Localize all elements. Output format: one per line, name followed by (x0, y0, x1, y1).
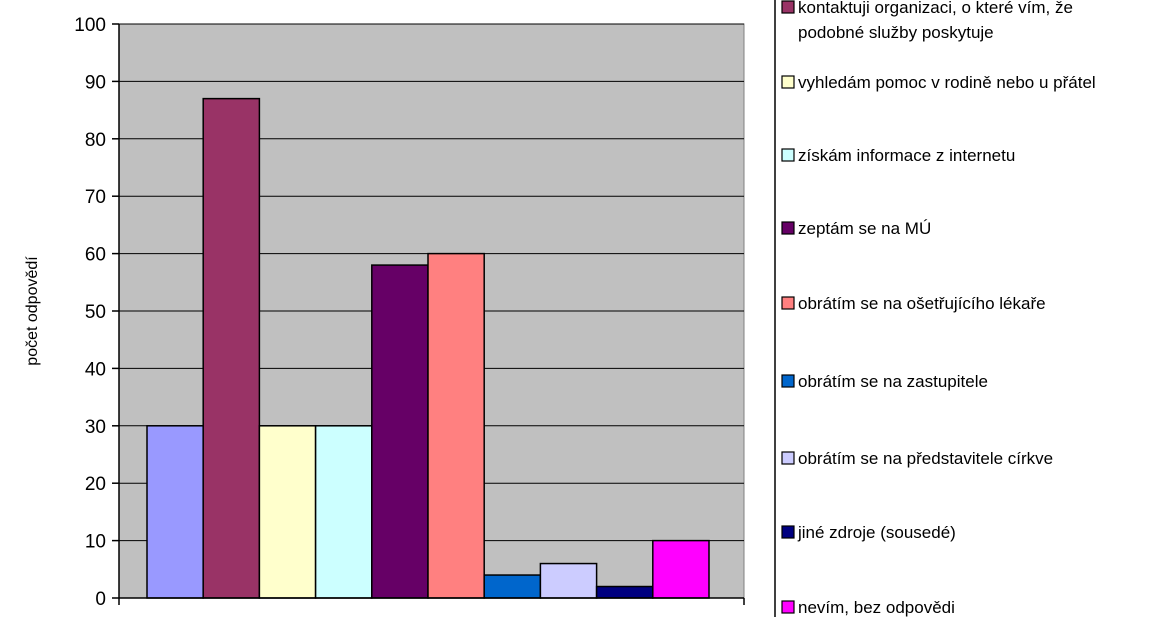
bar-10 (652, 539, 710, 599)
legend-label-2: vyhledám pomoc v rodině nebo u přátel (798, 73, 1096, 92)
bar-1 (146, 425, 204, 599)
legend-swatch-7 (781, 451, 795, 465)
y-tick-label-100: 100 (74, 15, 106, 36)
bar-2 (202, 97, 261, 599)
legend-label-6: obrátím se na zastupitele (798, 372, 988, 391)
legend-swatch-8 (781, 525, 795, 539)
bar-3 (258, 425, 317, 599)
y-tick-label-70: 70 (85, 187, 106, 208)
legend-swatch-1 (781, 0, 795, 14)
axes: 0 10 20 30 40 50 60 70 80 90 100 počet odpovědí (24, 15, 745, 610)
legend-label-7: obrátím se na představitele církve (798, 449, 1053, 468)
legend-label-4: zeptám se na MÚ (798, 219, 931, 238)
bar-6 (427, 252, 485, 599)
legend-label-5: obrátím se na ošetřujícího lékaře (798, 294, 1046, 313)
legend-label-1: kontaktuji organizaci, o které vím, že po… (798, 0, 1073, 42)
bar-8 (539, 562, 598, 599)
bar-5 (371, 264, 429, 599)
y-tick-label-10: 10 (85, 532, 106, 553)
legend-swatch-5 (781, 296, 795, 310)
legend-swatch-3 (781, 148, 795, 162)
legend-label-8: jiné zdroje (sousedé) (797, 523, 956, 542)
y-tick-label-80: 80 (85, 130, 106, 151)
legend-swatch-4 (781, 221, 795, 235)
y-tick-label-0: 0 (95, 589, 106, 610)
plot-area (118, 23, 745, 599)
legend-label-9: nevím, bez odpovědi (798, 598, 955, 617)
legend-swatch-2 (781, 75, 795, 89)
legend-swatch-6 (781, 374, 795, 388)
legend-label-3: získám informace z internetu (798, 146, 1015, 165)
bar-9 (595, 585, 654, 599)
y-axis-label: počet odpovědí (24, 256, 41, 366)
y-tick-label-20: 20 (85, 474, 106, 495)
y-tick-label-30: 30 (85, 417, 106, 438)
y-tick-label-60: 60 (85, 245, 106, 266)
legend-swatch-9 (781, 600, 795, 614)
bar-7 (483, 574, 542, 599)
y-tick-label-50: 50 (85, 302, 106, 323)
y-tick-label-40: 40 (85, 359, 106, 380)
y-tick-label-90: 90 (85, 72, 106, 93)
legend: kontaktuji organizaci, o které vím, že po… (774, 0, 1096, 617)
bar-4 (314, 425, 373, 599)
